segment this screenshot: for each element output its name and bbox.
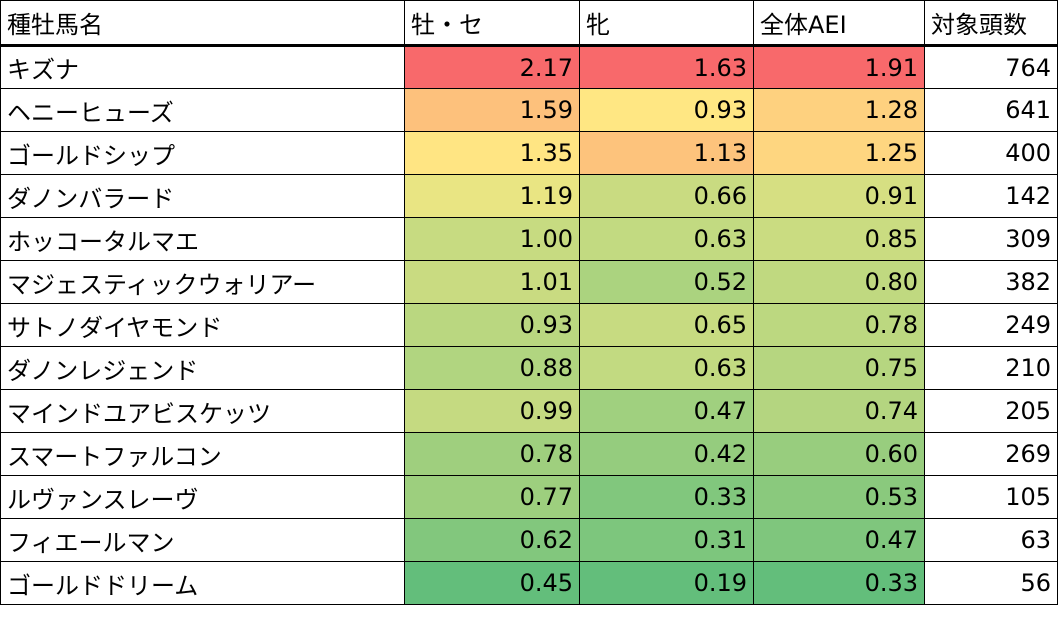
table-row: ゴールドドリーム 0.45 0.19 0.33 56 [0,561,1058,605]
count-cell[interactable]: 269 [924,432,1058,476]
table-row: ダノンレジェンド 0.88 0.63 0.75 210 [0,346,1058,390]
overall-aei-cell[interactable]: 1.25 [753,131,925,175]
sire-name-cell[interactable]: サトノダイヤモンド [0,303,405,347]
male-aei-cell[interactable]: 1.59 [404,88,580,132]
sire-name-cell[interactable]: ヘニーヒューズ [0,88,405,132]
male-aei-cell[interactable]: 0.45 [404,561,580,605]
overall-aei-cell[interactable]: 0.85 [753,217,925,261]
count-cell[interactable]: 400 [924,131,1058,175]
female-aei-cell[interactable]: 0.19 [579,561,754,605]
aei-table: 種牡馬名 牡・セ 牝 全体AEI 対象頭数 キズナ 2.17 1.63 1.91 764… [0,0,1058,605]
overall-aei-cell[interactable]: 0.80 [753,260,925,304]
header-count[interactable]: 対象頭数 [924,0,1058,47]
table-row: ルヴァンスレーヴ 0.77 0.33 0.53 105 [0,475,1058,519]
male-aei-cell[interactable]: 0.78 [404,432,580,476]
male-aei-cell[interactable]: 0.62 [404,518,580,562]
count-cell[interactable]: 205 [924,389,1058,433]
sire-name-cell[interactable]: マジェスティックウォリアー [0,260,405,304]
male-aei-cell[interactable]: 1.01 [404,260,580,304]
sire-name-cell[interactable]: マインドユアビスケッツ [0,389,405,433]
table-row: マインドユアビスケッツ 0.99 0.47 0.74 205 [0,389,1058,433]
sire-name-cell[interactable]: ルヴァンスレーヴ [0,475,405,519]
male-aei-cell[interactable]: 0.93 [404,303,580,347]
table-row: フィエールマン 0.62 0.31 0.47 63 [0,518,1058,562]
count-cell[interactable]: 764 [924,45,1058,89]
overall-aei-cell[interactable]: 0.75 [753,346,925,390]
overall-aei-cell[interactable]: 0.47 [753,518,925,562]
header-row: 種牡馬名 牡・セ 牝 全体AEI 対象頭数 [0,0,1058,47]
count-cell[interactable]: 63 [924,518,1058,562]
overall-aei-cell[interactable]: 0.74 [753,389,925,433]
male-aei-cell[interactable]: 0.99 [404,389,580,433]
overall-aei-cell[interactable]: 0.33 [753,561,925,605]
male-aei-cell[interactable]: 0.88 [404,346,580,390]
header-overall-aei[interactable]: 全体AEI [753,0,925,47]
female-aei-cell[interactable]: 0.42 [579,432,754,476]
female-aei-cell[interactable]: 0.93 [579,88,754,132]
count-cell[interactable]: 382 [924,260,1058,304]
sire-name-cell[interactable]: ゴールドシップ [0,131,405,175]
overall-aei-cell[interactable]: 1.91 [753,45,925,89]
table-row: ダノンバラード 1.19 0.66 0.91 142 [0,174,1058,218]
male-aei-cell[interactable]: 1.19 [404,174,580,218]
table-row: ゴールドシップ 1.35 1.13 1.25 400 [0,131,1058,175]
table-row: スマートファルコン 0.78 0.42 0.60 269 [0,432,1058,476]
female-aei-cell[interactable]: 0.33 [579,475,754,519]
overall-aei-cell[interactable]: 0.91 [753,174,925,218]
table-row: キズナ 2.17 1.63 1.91 764 [0,45,1058,89]
sire-name-cell[interactable]: ダノンレジェンド [0,346,405,390]
overall-aei-cell[interactable]: 0.60 [753,432,925,476]
header-male-gelding[interactable]: 牡・セ [404,0,580,47]
female-aei-cell[interactable]: 0.63 [579,217,754,261]
header-sire-name[interactable]: 種牡馬名 [0,0,405,47]
female-aei-cell[interactable]: 1.13 [579,131,754,175]
female-aei-cell[interactable]: 0.63 [579,346,754,390]
male-aei-cell[interactable]: 0.77 [404,475,580,519]
header-female[interactable]: 牝 [579,0,754,47]
count-cell[interactable]: 105 [924,475,1058,519]
male-aei-cell[interactable]: 2.17 [404,45,580,89]
sire-name-cell[interactable]: ダノンバラード [0,174,405,218]
female-aei-cell[interactable]: 0.52 [579,260,754,304]
female-aei-cell[interactable]: 0.47 [579,389,754,433]
sire-name-cell[interactable]: フィエールマン [0,518,405,562]
sire-name-cell[interactable]: ゴールドドリーム [0,561,405,605]
sire-name-cell[interactable]: ホッコータルマエ [0,217,405,261]
sire-name-cell[interactable]: スマートファルコン [0,432,405,476]
overall-aei-cell[interactable]: 1.28 [753,88,925,132]
female-aei-cell[interactable]: 1.63 [579,45,754,89]
overall-aei-cell[interactable]: 0.78 [753,303,925,347]
table-row: ヘニーヒューズ 1.59 0.93 1.28 641 [0,88,1058,132]
count-cell[interactable]: 142 [924,174,1058,218]
count-cell[interactable]: 309 [924,217,1058,261]
male-aei-cell[interactable]: 1.00 [404,217,580,261]
sire-name-cell[interactable]: キズナ [0,45,405,89]
male-aei-cell[interactable]: 1.35 [404,131,580,175]
count-cell[interactable]: 249 [924,303,1058,347]
table-body: キズナ 2.17 1.63 1.91 764 ヘニーヒューズ 1.59 0.93 1.28 641… [0,45,1058,605]
female-aei-cell[interactable]: 0.65 [579,303,754,347]
table-row: ホッコータルマエ 1.00 0.63 0.85 309 [0,217,1058,261]
female-aei-cell[interactable]: 0.66 [579,174,754,218]
overall-aei-cell[interactable]: 0.53 [753,475,925,519]
female-aei-cell[interactable]: 0.31 [579,518,754,562]
table-row: サトノダイヤモンド 0.93 0.65 0.78 249 [0,303,1058,347]
count-cell[interactable]: 56 [924,561,1058,605]
table-row: マジェスティックウォリアー 1.01 0.52 0.80 382 [0,260,1058,304]
count-cell[interactable]: 210 [924,346,1058,390]
count-cell[interactable]: 641 [924,88,1058,132]
